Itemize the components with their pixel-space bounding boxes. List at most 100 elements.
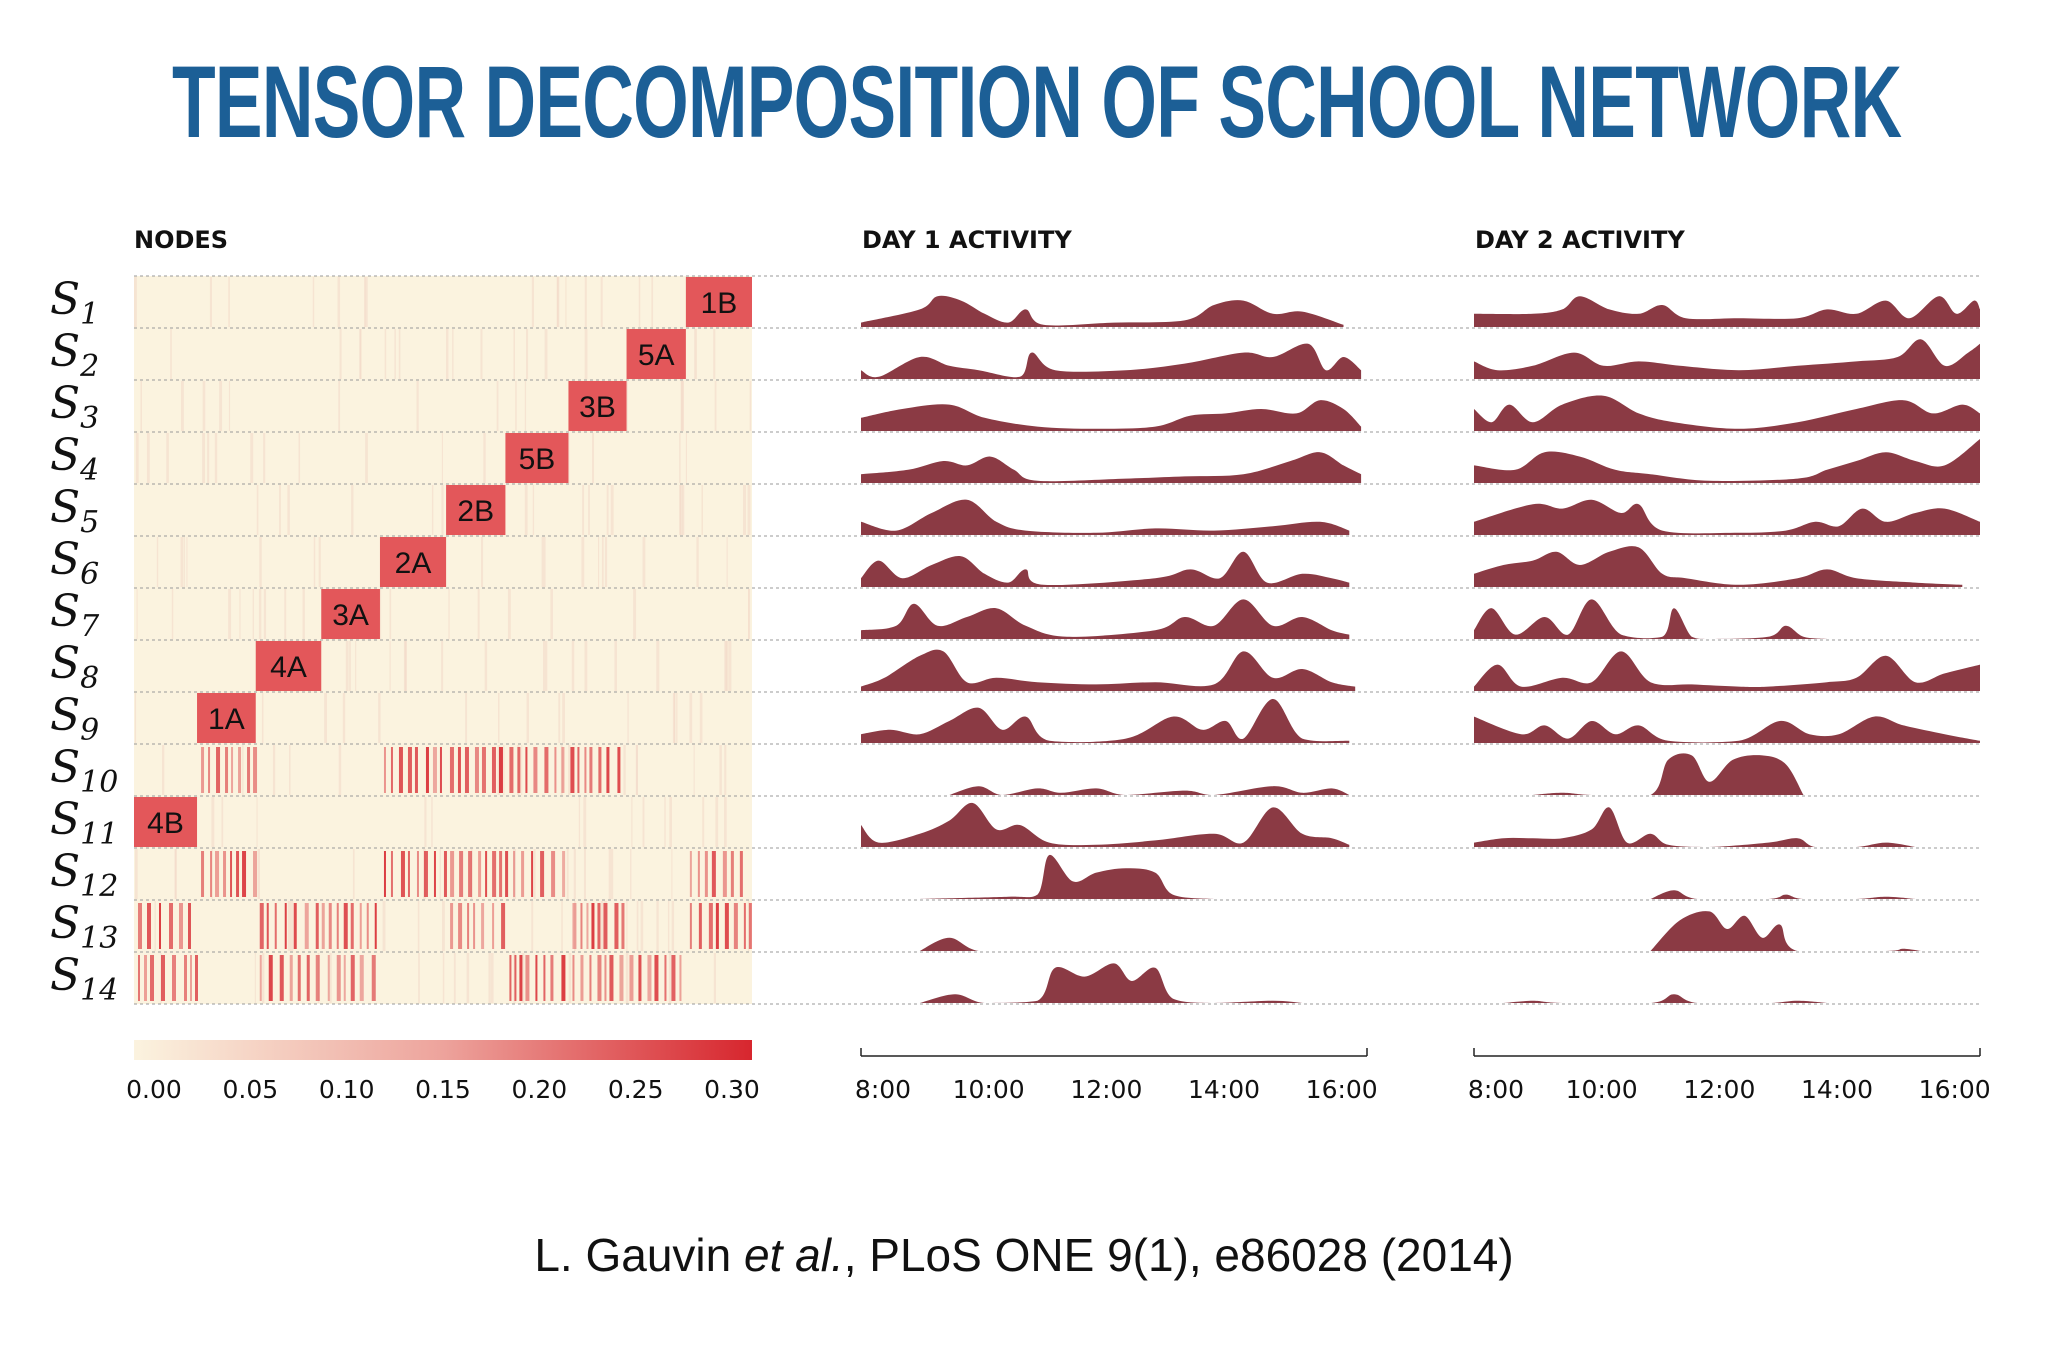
heatmap-texture-line [202,381,206,431]
heatmap-texture-line [719,745,722,795]
heatmap-stripe [603,903,608,949]
heatmap-texture-line [378,693,380,743]
activity-series [1474,546,1963,587]
heatmap-texture-line [726,537,728,587]
heatmap-texture-line [417,901,420,951]
heatmap-texture-line [558,693,561,743]
heatmap-stripe [473,903,476,949]
heatmap-stripe [306,955,310,1001]
heatmap-stripe [533,747,538,793]
heatmap-texture-line [465,693,468,743]
heatmap-texture-line [287,485,290,535]
heatmap-stripe [519,955,523,1001]
heatmap-texture-line [389,589,392,639]
heatmap-stripe [343,955,346,1001]
heatmap-texture-line [287,901,291,951]
activity-tick-label: 14:00 [1801,1075,1873,1104]
heatmap-texture-line [221,797,224,847]
class-block-label: 5A [638,339,675,372]
heatmap-texture-line [140,381,142,431]
heatmap-stripe [478,851,482,897]
heatmap-texture-line [608,849,611,899]
heatmap-texture-line [263,433,266,483]
heatmap-texture-line [702,797,705,847]
activity-series [1474,296,1980,327]
activity-series [861,802,1350,847]
heatmap-stripe [743,903,746,949]
heatmap-texture-line [701,485,703,535]
heatmap-texture-line [515,381,517,431]
heatmap-stripe [439,747,442,793]
heatmap-texture-line [640,901,644,951]
heatmap-stripe [629,955,634,1001]
heatmap-stripe [289,955,293,1001]
heatmap-stripe [201,747,205,793]
heatmap-stripe [540,851,545,897]
heatmap-texture-line [561,901,563,951]
heatmap-texture-line [398,329,401,379]
heatmap-stripe [704,851,708,897]
heatmap-stripe [266,903,269,949]
heatmap-texture-line [693,745,695,795]
heatmap-texture-line [521,953,525,1003]
heatmap-texture-line [431,797,433,847]
heatmap-texture-line [713,953,716,1003]
heatmap-texture-line [156,537,159,587]
colorbar-tick-label: 0.20 [511,1075,567,1104]
heatmap-stripe [259,903,264,949]
heatmap-texture-line [631,797,633,847]
colorbar-tick-label: 0.00 [126,1075,182,1104]
heatmap-texture-line [384,329,387,379]
heatmap-texture-line [671,849,673,899]
activity-series [861,699,1350,743]
heatmap-stripe [315,955,320,1001]
heatmap-stripe [247,747,251,793]
heatmap-texture-line [497,745,501,795]
heatmap-stripe [597,955,602,1001]
heatmap-texture-line [724,641,727,691]
heatmap-texture-line [728,641,732,691]
heatmap-texture-line [562,693,565,743]
heatmap-texture-line [636,745,638,795]
heatmap-stripe [238,747,242,793]
heatmap-texture-line [379,589,382,639]
heatmap-texture-line [404,641,407,691]
heatmap-stripe [328,903,332,949]
heatmap-stripe [414,747,418,793]
heatmap-texture-line [550,589,553,639]
heatmap-texture-line [284,589,287,639]
heatmap-texture-line [228,277,230,327]
class-block [379,537,447,587]
heatmap-stripe [697,851,700,897]
heatmap-stripe [474,747,479,793]
heatmap-texture-line [242,745,244,795]
heatmap-stripe [390,747,393,793]
activity-tick-label: 8:00 [855,1075,911,1104]
heatmap-stripe [236,851,240,897]
heatmap-stripe [190,955,192,1001]
activity-series [861,452,1362,483]
heatmap-texture-line [568,745,571,795]
heatmap-stripe [492,851,497,897]
heatmap-stripe [279,955,284,1001]
heatmap-stripe [521,851,525,897]
heatmap-texture-line [258,589,262,639]
heatmap-stripe [201,851,205,897]
heatmap-texture-line [365,433,368,483]
heatmap-texture-line [441,641,444,691]
heatmap-texture-line [484,641,488,691]
heatmap-stripe [562,851,566,897]
heatmap-texture-line [136,589,138,639]
heatmap-stripe [253,851,258,897]
class-block [568,381,627,431]
activity-series [919,854,1214,899]
heatmap-texture-line [324,693,327,743]
heatmap-stripe [621,903,625,949]
heatmap-texture-line [724,745,727,795]
citation-authors: L. Gauvin [534,1229,732,1281]
heatmap-stripe [525,747,528,793]
heatmap-stripe [215,851,220,897]
heatmap-texture-line [214,433,218,483]
heatmap-texture-line [604,537,608,587]
heatmap-stripe [638,955,642,1001]
